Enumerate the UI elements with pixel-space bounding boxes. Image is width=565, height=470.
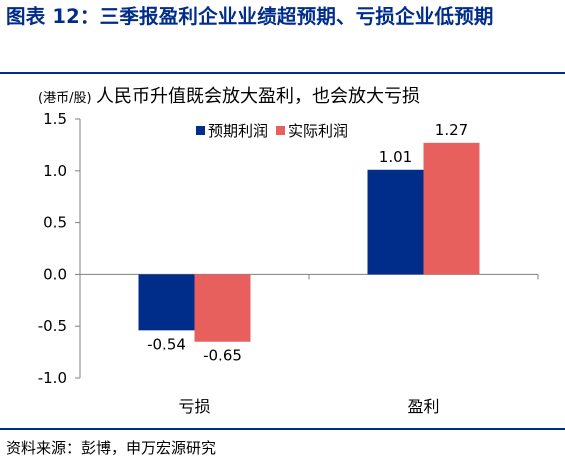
bar-chart: -1.0 -0.5 0.0 0.5 1.0 1.5 -0.54 -0.65 亏损 1.01 1.27…	[38, 110, 539, 416]
x-category-label: 盈利	[407, 397, 439, 416]
x-category-label: 亏损	[178, 397, 210, 416]
bar-0-1	[194, 274, 251, 342]
title-divider	[0, 72, 565, 74]
figure-title: 图表 12：三季报盈利企业业绩超预期、亏损企业低预期	[6, 5, 494, 28]
chart-title: 人民币升值既会放大盈利，也会放大亏损	[96, 86, 420, 107]
legend-label-expected: 预期利润	[208, 121, 269, 140]
y-axis-unit-label: (港币/股)	[38, 91, 92, 106]
y-tick-label: 0.0	[43, 265, 67, 283]
legend-item-expected: 预期利润	[196, 120, 268, 141]
y-tick-label: 0.5	[43, 214, 67, 232]
legend-swatch-expected	[196, 125, 205, 135]
legend-label-actual: 实际利润	[288, 121, 349, 140]
y-tick-label: 1.0	[43, 162, 67, 180]
legend-swatch-actual	[276, 125, 286, 135]
bar-data-label: 1.01	[379, 148, 412, 166]
y-tick-label: -1.0	[38, 369, 67, 387]
y-tick-label: -0.5	[38, 317, 67, 335]
bar-0-0	[138, 274, 195, 331]
legend-item-actual: 实际利润	[276, 120, 348, 141]
bar-data-label: -0.54	[147, 335, 186, 353]
source-divider	[0, 428, 565, 430]
bar-data-label: -0.65	[203, 347, 242, 365]
chart-legend: 预期利润 实际利润	[196, 119, 356, 141]
bar-1-1	[423, 142, 480, 275]
bar-1-0	[367, 169, 424, 275]
source-note: 资料来源：彭博，申万宏源研究	[6, 439, 217, 457]
y-tick-label: 1.5	[43, 110, 67, 128]
bar-data-label: 1.27	[435, 121, 468, 139]
